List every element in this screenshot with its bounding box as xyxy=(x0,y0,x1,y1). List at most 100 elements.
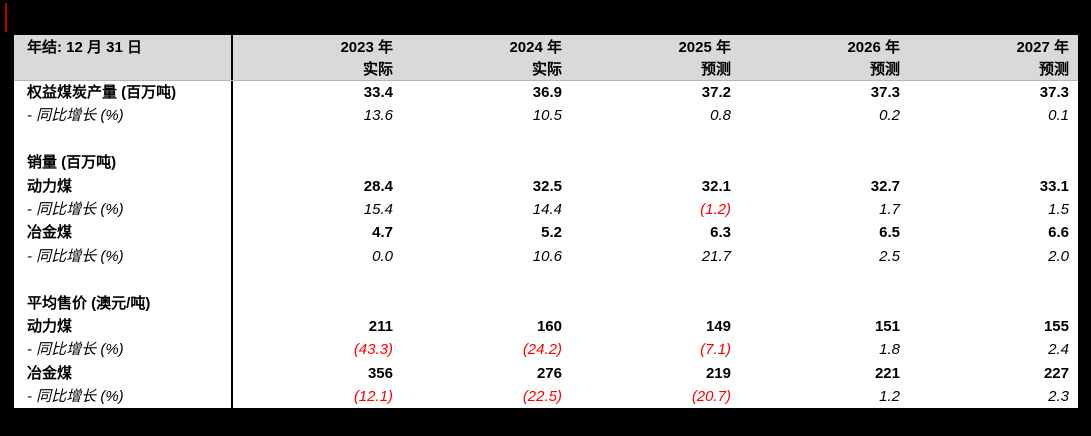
row-value: 1.7 xyxy=(879,200,900,218)
row-value: 227 xyxy=(1043,364,1069,382)
header-col-1: 2023 年实际 xyxy=(233,35,402,80)
header-col-3: 2025 年预测 xyxy=(571,35,740,80)
row-value: 219 xyxy=(705,364,731,382)
row-label: 冶金煤 xyxy=(14,221,233,245)
row-value: 36.9 xyxy=(532,84,562,101)
header-col-2: 2024 年实际 xyxy=(402,35,571,80)
row-value: 160 xyxy=(536,317,562,335)
spacer-row xyxy=(14,127,1078,152)
row-label: 动力煤 xyxy=(14,314,233,339)
row-value: 10.5 xyxy=(532,107,562,125)
spacer-row xyxy=(14,268,1078,292)
row-value: 37.3 xyxy=(870,84,900,101)
row-value: 6.6 xyxy=(1048,224,1069,242)
row-value: 151 xyxy=(874,317,900,335)
row-value xyxy=(402,151,571,174)
table-row: 动力煤 28.4 32.5 32.1 32.7 33.1 xyxy=(14,174,1078,198)
row-label: - 同比增长 (%) xyxy=(14,338,233,362)
row-value: 14.4 xyxy=(532,200,562,218)
row-value: 155 xyxy=(1043,317,1069,335)
row-label: 冶金煤 xyxy=(14,361,233,386)
row-value: 32.1 xyxy=(701,177,731,195)
red-accent-line xyxy=(5,3,7,32)
header-period-type-label: 实际 xyxy=(531,61,562,78)
row-label: - 同比增长 (%) xyxy=(14,104,233,128)
row-value: 32.5 xyxy=(532,177,562,195)
header-period-type-label: 预测 xyxy=(700,61,731,78)
row-value xyxy=(740,268,909,291)
row-value: 2.3 xyxy=(1048,388,1069,406)
table-row: - 同比增长 (%) (12.1) (22.5) (20.7) 1.2 2.3 xyxy=(14,385,1078,409)
header-year-label: 2026 年 xyxy=(847,39,900,56)
header-period-type-label: 预测 xyxy=(1038,61,1069,78)
row-value: 356 xyxy=(367,364,393,382)
row-value: 4.7 xyxy=(372,224,393,242)
row-value xyxy=(909,292,1078,315)
row-label: - 同比增长 (%) xyxy=(14,197,233,222)
header-period-type-label: 实际 xyxy=(362,61,393,78)
row-value: 32.7 xyxy=(870,177,900,195)
financial-table: 年结: 12 月 31 日 2023 年实际 2024 年实际 2025 年预测 20… xyxy=(14,33,1078,412)
row-value: 6.5 xyxy=(879,224,900,242)
table-row: 平均售价 (澳元/吨) xyxy=(14,291,1078,315)
row-value: 0.1 xyxy=(1048,107,1069,125)
row-value: 211 xyxy=(368,317,393,335)
row-value xyxy=(402,292,571,315)
row-value xyxy=(740,151,909,174)
row-value: 28.4 xyxy=(363,177,393,195)
table-row: 权益煤炭产量 (百万吨) 33.4 36.9 37.2 37.3 37.3 xyxy=(14,81,1078,105)
header-year-label: 2025 年 xyxy=(678,39,731,56)
table-body: 权益煤炭产量 (百万吨) 33.4 36.9 37.2 37.3 37.3 - 同比增长 (… xyxy=(14,81,1078,409)
row-label: 权益煤炭产量 (百万吨) xyxy=(14,81,233,105)
row-value: 37.2 xyxy=(701,84,731,101)
row-value xyxy=(571,292,740,315)
row-value: (12.1) xyxy=(353,388,393,406)
table-row: - 同比增长 (%) 15.4 14.4 (1.2) 1.7 1.5 xyxy=(14,197,1078,222)
row-value xyxy=(909,151,1078,174)
row-value xyxy=(909,268,1078,291)
row-label xyxy=(14,268,233,292)
row-value: 1.5 xyxy=(1048,200,1069,218)
row-value: (1.2) xyxy=(700,200,731,218)
header-label: 年结: 12 月 31 日 xyxy=(14,35,233,80)
header-period-type-label: 预测 xyxy=(869,61,900,78)
table-row: - 同比增长 (%) 0.0 10.6 21.7 2.5 2.0 xyxy=(14,244,1078,269)
row-value: 21.7 xyxy=(701,247,731,265)
row-value: 2.5 xyxy=(879,247,900,265)
row-value xyxy=(402,268,571,291)
table-row: 动力煤 211 160 149 151 155 xyxy=(14,314,1078,339)
header-col-5: 2027 年预测 xyxy=(909,35,1078,80)
table-row: 冶金煤 356 276 219 221 227 xyxy=(14,361,1078,386)
row-value xyxy=(233,292,402,315)
row-value xyxy=(740,128,909,151)
row-value xyxy=(233,128,402,151)
row-value xyxy=(740,292,909,315)
table-row: - 同比增长 (%) (43.3) (24.2) (7.1) 1.8 2.4 xyxy=(14,338,1078,362)
row-value: 6.3 xyxy=(710,224,731,242)
row-value: 1.8 xyxy=(879,341,900,359)
row-value: 37.3 xyxy=(1039,84,1069,101)
header-year-label: 2027 年 xyxy=(1016,39,1069,56)
row-value: 1.2 xyxy=(879,388,900,406)
row-value xyxy=(571,268,740,291)
row-label: - 同比增长 (%) xyxy=(14,244,233,269)
row-value: 2.4 xyxy=(1048,341,1069,359)
table-row: 销量 (百万吨) xyxy=(14,151,1078,175)
row-value xyxy=(571,128,740,151)
header-year-label: 2024 年 xyxy=(509,39,562,56)
row-value: (24.2) xyxy=(522,341,562,359)
row-value: 2.0 xyxy=(1048,247,1069,265)
header-col-4: 2026 年预测 xyxy=(740,35,909,80)
row-value: 0.2 xyxy=(879,107,900,125)
row-value: 276 xyxy=(536,364,562,382)
row-label: - 同比增长 (%) xyxy=(14,385,233,409)
row-value: (43.3) xyxy=(353,341,393,359)
row-value: 221 xyxy=(874,364,900,382)
header-year-label: 2023 年 xyxy=(340,39,393,56)
table-header-row: 年结: 12 月 31 日 2023 年实际 2024 年实际 2025 年预测 20… xyxy=(14,35,1078,81)
row-label xyxy=(14,127,233,152)
row-label: 动力煤 xyxy=(14,174,233,198)
row-value xyxy=(233,268,402,291)
row-value xyxy=(233,151,402,174)
